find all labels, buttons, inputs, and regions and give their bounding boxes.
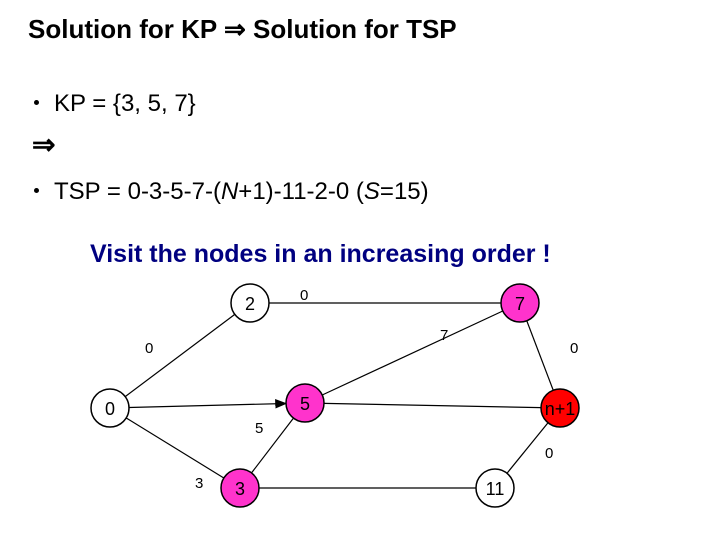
edge-label: 5 bbox=[255, 420, 263, 437]
bullet-dot-icon bbox=[34, 100, 39, 105]
nodes-group: 2 7 0 5 n+1 3 11 bbox=[91, 284, 579, 507]
edge-label: 0 bbox=[570, 340, 578, 357]
edge bbox=[125, 314, 235, 396]
tsp-prefix: TSP = 0-3-5-7-( bbox=[54, 178, 221, 205]
graph-node-label: 11 bbox=[486, 479, 505, 499]
edge-label: 0 bbox=[545, 445, 553, 462]
graph-node-label: 3 bbox=[235, 479, 245, 499]
graph-diagram: 0 0 7 0 5 3 0 2 7 0 5 n+1 3 11 bbox=[50, 278, 650, 528]
edge-label: 3 bbox=[195, 475, 203, 492]
graph-node-label: n+1 bbox=[545, 399, 576, 419]
bullet-tsp: TSP = 0-3-5-7-(N+1)-11-2-0 (S=15) bbox=[54, 178, 429, 206]
tsp-mid: +1)-11-2-0 ( bbox=[238, 178, 364, 205]
edge bbox=[527, 321, 553, 390]
edge bbox=[322, 311, 503, 395]
graph-node-label: 0 bbox=[105, 399, 115, 419]
edge-label: 7 bbox=[440, 327, 448, 344]
edge bbox=[324, 403, 541, 407]
edge bbox=[129, 403, 286, 407]
edge-label: 0 bbox=[300, 287, 308, 304]
tsp-suffix: =15) bbox=[380, 178, 429, 205]
tsp-S: S bbox=[364, 178, 380, 205]
visit-heading: Visit the nodes in an increasing order ! bbox=[90, 240, 551, 269]
tsp-N: N bbox=[221, 178, 238, 205]
bullet-kp-text: KP = {3, 5, 7} bbox=[54, 90, 196, 117]
graph-node-label: 5 bbox=[300, 394, 310, 414]
title-right: Solution for TSP bbox=[253, 14, 457, 44]
edge bbox=[126, 418, 224, 478]
page-title: Solution for KP ⇒ Solution for TSP bbox=[28, 14, 457, 45]
bullet-kp: KP = {3, 5, 7} bbox=[54, 90, 196, 118]
implies-arrow-icon: ⇒ bbox=[32, 128, 55, 161]
graph-node-label: 7 bbox=[515, 294, 525, 314]
edge bbox=[507, 423, 548, 474]
bullet-dot-icon bbox=[34, 188, 39, 193]
title-left: Solution for KP bbox=[28, 14, 217, 44]
graph-node-label: 2 bbox=[245, 294, 255, 314]
title-arrow-icon: ⇒ bbox=[224, 14, 246, 44]
edge-label: 0 bbox=[145, 340, 153, 357]
